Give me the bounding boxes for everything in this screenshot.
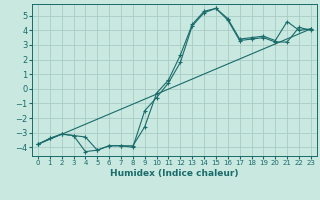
X-axis label: Humidex (Indice chaleur): Humidex (Indice chaleur) [110, 169, 239, 178]
